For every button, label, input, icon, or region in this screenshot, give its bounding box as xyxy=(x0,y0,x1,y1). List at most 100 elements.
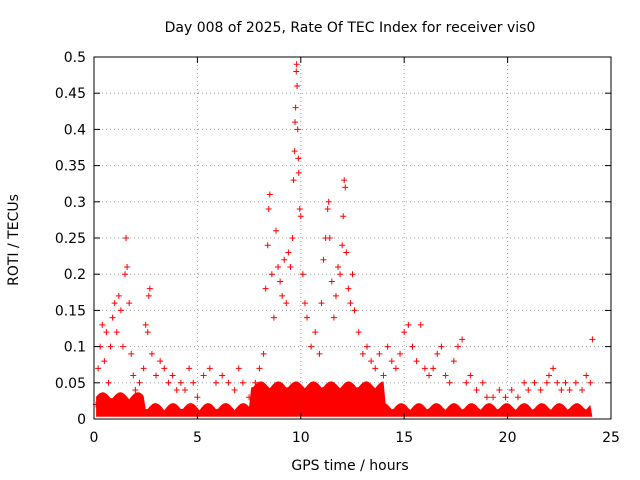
data-point xyxy=(295,155,302,162)
data-point xyxy=(173,387,180,394)
data-point xyxy=(291,148,298,155)
data-point xyxy=(268,271,275,278)
data-point xyxy=(342,184,349,191)
data-point xyxy=(426,372,433,379)
data-point xyxy=(337,271,344,278)
data-point xyxy=(405,321,412,328)
data-point xyxy=(293,61,300,68)
data-point xyxy=(326,235,333,241)
data-point xyxy=(115,292,122,299)
data-point xyxy=(430,365,437,372)
data-point xyxy=(239,379,246,386)
data-point xyxy=(566,387,573,394)
data-point xyxy=(318,300,325,307)
data-point xyxy=(113,329,120,336)
data-point xyxy=(304,314,311,321)
data-point xyxy=(130,372,137,379)
data-point xyxy=(235,365,242,372)
data-point xyxy=(543,379,550,386)
data-point xyxy=(421,365,428,372)
data-point xyxy=(126,300,133,307)
data-point xyxy=(265,206,272,213)
data-point xyxy=(119,343,126,350)
data-point xyxy=(128,350,135,357)
data-point xyxy=(388,358,395,365)
y-tick-label: 0.35 xyxy=(55,159,86,175)
data-point xyxy=(525,387,532,394)
data-point xyxy=(308,343,315,350)
data-point xyxy=(330,314,337,321)
data-point xyxy=(252,379,259,386)
data-point xyxy=(372,365,379,372)
data-point xyxy=(264,242,271,249)
data-point xyxy=(442,372,449,379)
data-point xyxy=(279,292,286,299)
data-point xyxy=(289,235,296,241)
data-point xyxy=(225,379,232,386)
x-axis-label: GPS time / hours xyxy=(291,458,408,474)
data-point xyxy=(583,372,590,379)
data-point xyxy=(206,365,213,372)
data-point xyxy=(397,350,404,357)
y-tick-label: 0.45 xyxy=(55,86,86,102)
data-point xyxy=(554,379,561,386)
data-point xyxy=(272,227,279,234)
data-point xyxy=(339,242,346,249)
data-point xyxy=(483,394,490,401)
data-point xyxy=(508,387,515,394)
data-point xyxy=(231,387,238,394)
data-point xyxy=(454,343,461,350)
data-point xyxy=(109,314,116,321)
data-point xyxy=(246,394,253,401)
data-point xyxy=(490,394,497,401)
data-point xyxy=(376,350,383,357)
data-point xyxy=(290,177,297,184)
data-point xyxy=(292,104,299,111)
data-point xyxy=(148,350,155,357)
data-point xyxy=(107,343,114,350)
data-point xyxy=(219,372,226,379)
data-point xyxy=(260,350,267,357)
data-point xyxy=(349,271,356,278)
data-point xyxy=(467,372,474,379)
data-point xyxy=(294,82,301,89)
data-point xyxy=(169,372,176,379)
x-tick-label: 10 xyxy=(292,430,310,446)
data-point xyxy=(409,343,416,350)
y-tick-label: 0.1 xyxy=(64,340,86,356)
data-point xyxy=(277,278,284,285)
data-point xyxy=(117,307,124,314)
data-point xyxy=(384,343,391,350)
data-point xyxy=(270,314,277,321)
data-point xyxy=(285,249,292,256)
y-tick-label: 0.3 xyxy=(64,195,86,211)
data-point xyxy=(299,271,306,278)
data-point xyxy=(359,350,366,357)
x-tick-label: 20 xyxy=(499,430,517,446)
data-point xyxy=(132,387,139,394)
data-point xyxy=(281,256,288,263)
data-point xyxy=(545,372,552,379)
y-tick-label: 0.5 xyxy=(64,50,86,66)
data-point xyxy=(194,394,201,401)
data-point xyxy=(316,350,323,357)
data-point xyxy=(496,387,503,394)
data-point xyxy=(256,365,263,372)
data-point xyxy=(531,379,538,386)
x-tick-label: 5 xyxy=(193,430,202,446)
data-point xyxy=(401,329,408,336)
data-point xyxy=(473,387,480,394)
y-tick-label: 0.05 xyxy=(55,376,86,392)
data-point xyxy=(479,379,486,386)
data-point xyxy=(103,329,110,336)
data-point xyxy=(368,358,375,365)
data-point xyxy=(122,271,129,278)
data-point xyxy=(111,300,118,307)
data-point xyxy=(463,379,470,386)
data-point xyxy=(572,379,579,386)
data-point xyxy=(161,365,168,372)
data-point xyxy=(200,372,207,379)
plot-frame xyxy=(93,56,612,420)
data-point xyxy=(417,321,424,328)
